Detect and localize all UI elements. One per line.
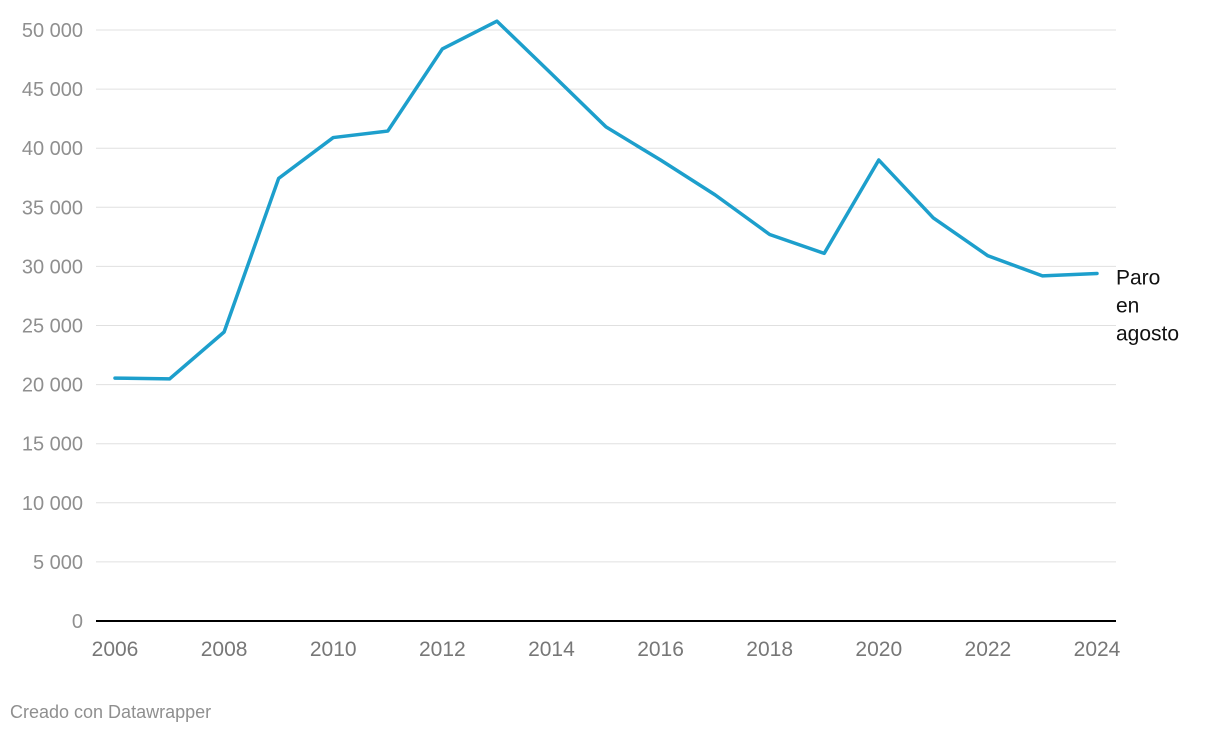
x-tick-label: 2006 [92,638,139,661]
y-tick-label: 0 [72,611,83,633]
series-label: Paro en agosto [1116,266,1179,345]
series-group [113,19,1099,381]
series-labels: Paro en agosto [1116,266,1179,345]
x-tick-label: 2008 [201,638,248,661]
y-tick-label: 40 000 [22,138,83,160]
x-tick-label: 2010 [310,638,357,661]
y-tick-label: 35 000 [22,197,83,219]
y-tick-label: 20 000 [22,375,83,397]
x-tick-label: 2014 [528,638,575,661]
y-tick-label: 5 000 [33,552,83,574]
x-tick-label: 2020 [855,638,902,661]
x-axis-ticks: 2006 2008 2010 2012 2014 2016 2018 2020 2022 2024 [92,638,1121,661]
x-tick-label: 2018 [746,638,793,661]
y-tick-label: 25 000 [22,316,83,338]
y-tick-label: 15 000 [22,434,83,456]
grid-lines [96,29,1116,563]
footer-credit: Creado con Datawrapper [10,702,212,722]
x-tick-label: 2012 [419,638,466,661]
y-tick-label: 30 000 [22,256,83,278]
x-tick-label: 2016 [637,638,684,661]
y-tick-label: 45 000 [22,79,83,101]
y-tick-label: 50 000 [22,20,83,42]
y-axis-ticks: 0 5 000 10 000 15 000 20 000 25 000 30 000 35 0… [22,20,83,633]
x-tick-label: 2022 [965,638,1012,661]
y-tick-label: 10 000 [22,493,83,515]
x-tick-label: 2024 [1074,638,1121,661]
